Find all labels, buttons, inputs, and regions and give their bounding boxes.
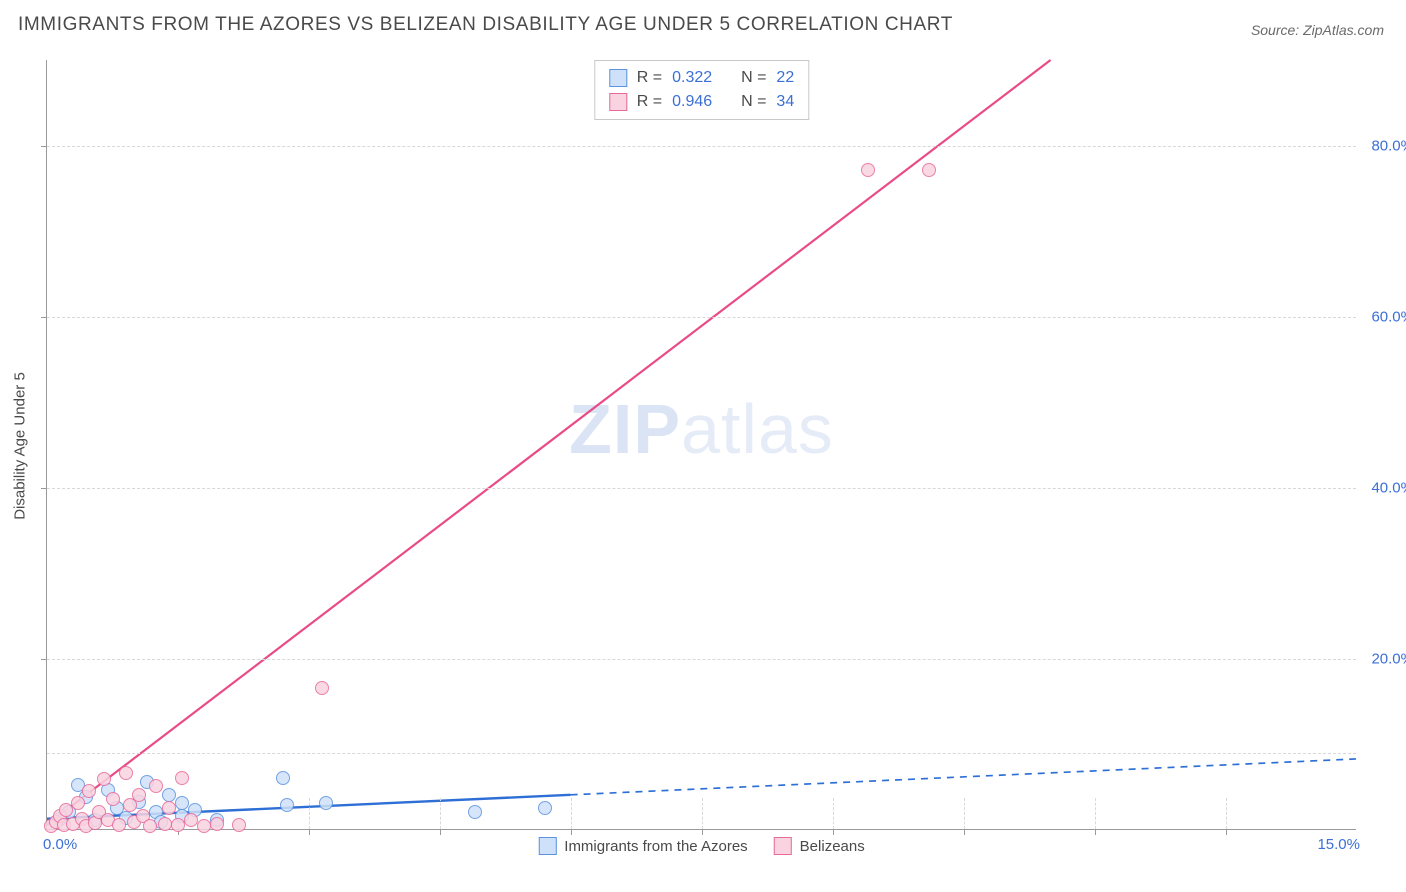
stats-n-azores: 22 <box>776 66 794 90</box>
x-tick-mark <box>440 829 441 835</box>
scatter-point-azores <box>468 805 482 819</box>
gridline-v <box>1095 798 1096 829</box>
stats-row-belizeans: R = 0.946 N = 34 <box>609 90 794 114</box>
stats-r-azores: 0.322 <box>672 66 712 90</box>
scatter-point-belizeans <box>184 813 198 827</box>
series-legend: Immigrants from the Azores Belizeans <box>538 837 864 855</box>
scatter-point-belizeans <box>158 817 172 831</box>
gridline-v <box>833 798 834 829</box>
swatch-belizeans-icon <box>774 837 792 855</box>
stats-n-belizeans: 34 <box>776 90 794 114</box>
swatch-azores <box>609 69 627 87</box>
x-tick-mark <box>309 829 310 835</box>
scatter-point-belizeans <box>112 818 126 832</box>
x-tick-mark <box>1095 829 1096 835</box>
x-origin-label: 0.0% <box>43 836 77 853</box>
scatter-point-belizeans <box>315 681 329 695</box>
chart-title: IMMIGRANTS FROM THE AZORES VS BELIZEAN D… <box>18 14 953 36</box>
x-tick-mark <box>1226 829 1227 835</box>
gridline-h <box>47 317 1356 318</box>
source-attribution: Source: ZipAtlas.com <box>1251 22 1384 38</box>
stats-row-azores: R = 0.322 N = 22 <box>609 66 794 90</box>
scatter-point-belizeans <box>922 163 936 177</box>
scatter-point-belizeans <box>119 766 133 780</box>
gridline-v <box>1226 798 1227 829</box>
scatter-point-belizeans <box>162 801 176 815</box>
y-tick-mark <box>41 659 47 660</box>
legend-label-belizeans: Belizeans <box>800 838 865 855</box>
gridline-h <box>47 488 1356 489</box>
y-tick-label: 40.0% <box>1364 479 1406 496</box>
legend-item-belizeans: Belizeans <box>774 837 865 855</box>
scatter-point-belizeans <box>861 163 875 177</box>
trend-line <box>47 60 1051 825</box>
gridline-h <box>47 753 1356 754</box>
legend-label-azores: Immigrants from the Azores <box>564 838 747 855</box>
scatter-point-belizeans <box>82 784 96 798</box>
x-tick-mark <box>833 829 834 835</box>
scatter-point-belizeans <box>171 818 185 832</box>
x-tick-mark <box>964 829 965 835</box>
y-tick-label: 80.0% <box>1364 137 1406 154</box>
chart-plot-area: ZIPatlas R = 0.322 N = 22 R = 0.946 N = … <box>46 60 1356 830</box>
y-tick-mark <box>41 146 47 147</box>
x-tick-mark <box>702 829 703 835</box>
x-tick-mark <box>571 829 572 835</box>
legend-item-azores: Immigrants from the Azores <box>538 837 747 855</box>
gridline-v <box>702 798 703 829</box>
gridline-v <box>440 798 441 829</box>
y-axis-label: Disability Age Under 5 <box>12 372 29 520</box>
source-label: Source: <box>1251 22 1299 38</box>
stats-n-label: N = <box>741 66 766 90</box>
gridline-v <box>571 798 572 829</box>
gridline-v <box>309 798 310 829</box>
stats-n-label: N = <box>741 90 766 114</box>
scatter-point-azores <box>175 796 189 810</box>
scatter-point-belizeans <box>143 819 157 833</box>
source-value: ZipAtlas.com <box>1303 22 1384 38</box>
scatter-point-belizeans <box>106 792 120 806</box>
stats-r-label: R = <box>637 66 662 90</box>
scatter-point-belizeans <box>71 796 85 810</box>
swatch-azores-icon <box>538 837 556 855</box>
stats-r-label: R = <box>637 90 662 114</box>
scatter-point-belizeans <box>97 772 111 786</box>
stats-legend: R = 0.322 N = 22 R = 0.946 N = 34 <box>594 60 809 120</box>
y-tick-mark <box>41 317 47 318</box>
scatter-point-azores <box>276 771 290 785</box>
swatch-belizeans <box>609 93 627 111</box>
scatter-point-azores <box>538 801 552 815</box>
y-tick-label: 60.0% <box>1364 308 1406 325</box>
scatter-point-belizeans <box>197 819 211 833</box>
gridline-h <box>47 146 1356 147</box>
gridline-h <box>47 659 1356 660</box>
gridline-v <box>964 798 965 829</box>
scatter-point-belizeans <box>175 771 189 785</box>
x-max-label: 15.0% <box>1317 836 1360 853</box>
scatter-point-belizeans <box>132 788 146 802</box>
y-tick-label: 20.0% <box>1364 650 1406 667</box>
trend-line <box>571 759 1356 795</box>
y-tick-mark <box>41 488 47 489</box>
scatter-point-belizeans <box>149 779 163 793</box>
trend-lines-svg <box>47 60 1356 829</box>
scatter-point-azores <box>280 798 294 812</box>
stats-r-belizeans: 0.946 <box>672 90 712 114</box>
scatter-point-belizeans <box>210 817 224 831</box>
scatter-point-belizeans <box>232 818 246 832</box>
scatter-point-azores <box>319 796 333 810</box>
